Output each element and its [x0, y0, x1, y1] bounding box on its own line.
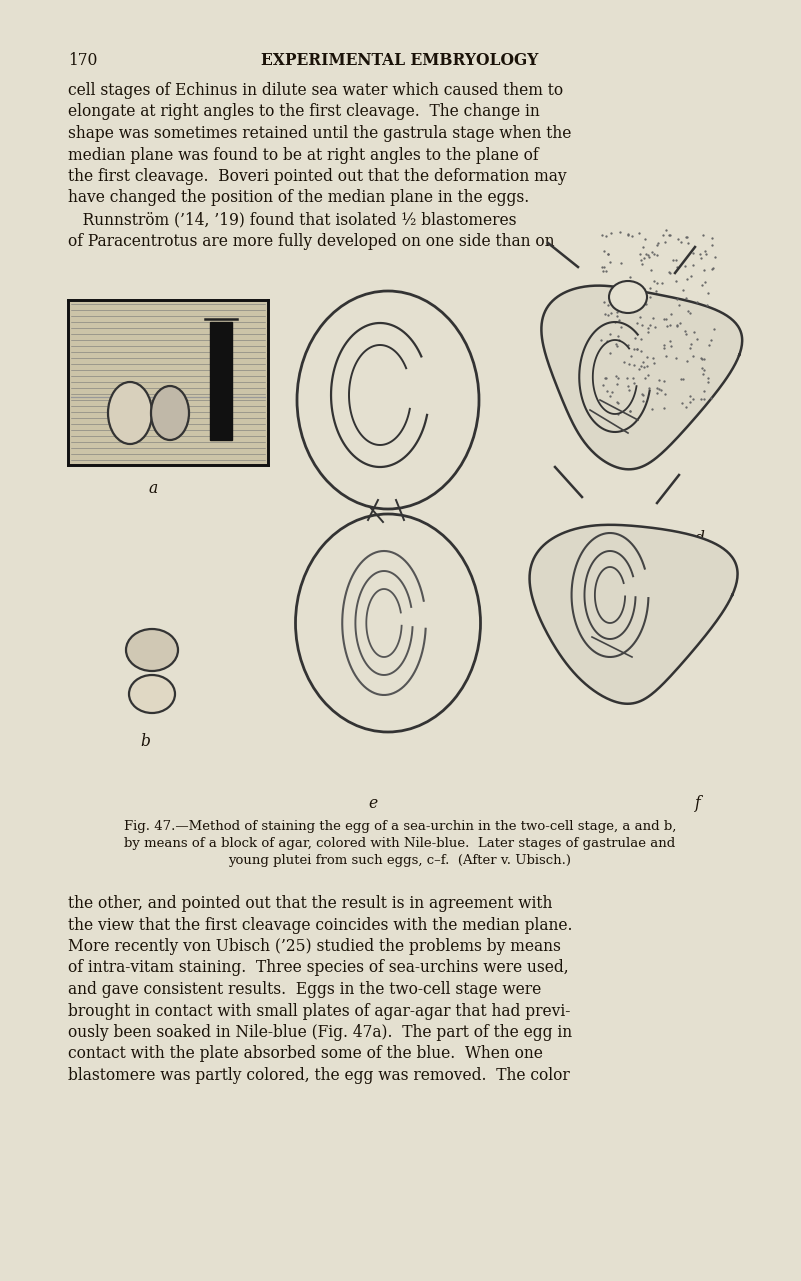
Text: a: a [148, 480, 157, 497]
Text: brought in contact with small plates of agar-agar that had previ-: brought in contact with small plates of … [68, 1003, 570, 1020]
Text: the first cleavage.  Boveri pointed out that the deformation may: the first cleavage. Boveri pointed out t… [68, 168, 566, 184]
Ellipse shape [297, 291, 479, 509]
Text: have changed the position of the median plane in the eggs.: have changed the position of the median … [68, 190, 529, 206]
Text: cell stages of Echinus in dilute sea water which caused them to: cell stages of Echinus in dilute sea wat… [68, 82, 563, 99]
Ellipse shape [129, 675, 175, 714]
Ellipse shape [296, 514, 481, 731]
Bar [210, 322, 232, 439]
Text: of Paracentrotus are more fully developed on one side than on: of Paracentrotus are more fully develope… [68, 232, 554, 250]
Text: by means of a block of agar, colored with Nile-blue.  Later stages of gastrulae : by means of a block of agar, colored wit… [124, 836, 675, 851]
Ellipse shape [151, 386, 189, 439]
Text: contact with the plate absorbed some of the blue.  When one: contact with the plate absorbed some of … [68, 1045, 543, 1062]
Text: EXPERIMENTAL EMBRYOLOGY: EXPERIMENTAL EMBRYOLOGY [261, 53, 539, 69]
Text: f: f [695, 796, 701, 812]
Text: More recently von Ubisch (’25) studied the problems by means: More recently von Ubisch (’25) studied t… [68, 938, 561, 956]
Ellipse shape [609, 281, 647, 313]
Text: 170: 170 [68, 53, 98, 69]
Text: ously been soaked in Nile-blue (Fig. 47a).  The part of the egg in: ously been soaked in Nile-blue (Fig. 47a… [68, 1024, 572, 1041]
Ellipse shape [126, 629, 178, 671]
Text: e: e [368, 796, 377, 812]
Text: d: d [695, 530, 705, 547]
Polygon shape [541, 286, 743, 469]
Text: elongate at right angles to the first cleavage.  The change in: elongate at right angles to the first cl… [68, 104, 540, 120]
Text: young plutei from such eggs, c–f.  (After v. Ubisch.): young plutei from such eggs, c–f. (After… [228, 854, 571, 867]
Text: the other, and pointed out that the result is in agreement with: the other, and pointed out that the resu… [68, 895, 553, 912]
Text: b: b [140, 733, 150, 749]
Text: Fig. 47.—Method of staining the egg of a sea-urchin in the two-cell stage, a and: Fig. 47.—Method of staining the egg of a… [124, 820, 676, 833]
Polygon shape [529, 525, 738, 703]
Text: the view that the first cleavage coincides with the median plane.: the view that the first cleavage coincid… [68, 916, 573, 934]
Ellipse shape [108, 382, 152, 445]
Text: median plane was found to be at right angles to the plane of: median plane was found to be at right an… [68, 146, 538, 164]
Bar [68, 300, 268, 465]
Text: c: c [368, 541, 376, 557]
Text: and gave consistent results.  Eggs in the two-cell stage were: and gave consistent results. Eggs in the… [68, 981, 541, 998]
Text: blastomere was partly colored, the egg was removed.  The color: blastomere was partly colored, the egg w… [68, 1067, 570, 1084]
Text: shape was sometimes retained until the gastrula stage when the: shape was sometimes retained until the g… [68, 126, 571, 142]
Text: Runnström (’14, ’19) found that isolated ½ blastomeres: Runnström (’14, ’19) found that isolated… [68, 211, 517, 228]
Text: of intra-vitam staining.  Three species of sea-urchins were used,: of intra-vitam staining. Three species o… [68, 959, 569, 976]
